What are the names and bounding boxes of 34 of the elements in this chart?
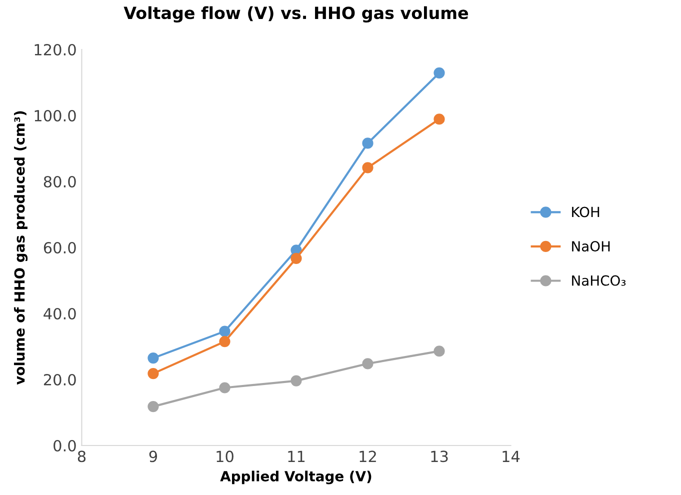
x-tick-label: 13 xyxy=(431,450,448,462)
point xyxy=(362,358,374,370)
x-tick-label: 10 xyxy=(216,450,234,462)
legend-label: KOH xyxy=(572,206,600,218)
point xyxy=(219,326,230,337)
point xyxy=(148,368,159,380)
y-axis-title: volume of HHO gas produced (cm³) xyxy=(14,111,28,385)
x-tick-label: 11 xyxy=(288,450,305,462)
x-tick-label: 14 xyxy=(502,450,520,462)
y-tick-label: 60.0 xyxy=(44,242,76,254)
y-tick-label: 20.0 xyxy=(44,374,76,386)
point xyxy=(219,382,230,394)
point xyxy=(290,252,302,264)
point xyxy=(362,138,374,149)
point xyxy=(434,114,445,125)
point xyxy=(290,375,302,386)
y-tick-label: 40.0 xyxy=(44,308,76,320)
point xyxy=(434,67,445,78)
x-axis-title: Applied Voltage (V) xyxy=(220,470,372,484)
y-tick-label: 80.0 xyxy=(44,176,76,188)
chart-title: Voltage flow (V) vs. HHO gas volume xyxy=(124,6,468,23)
point xyxy=(362,162,374,174)
legend-label: NaOH xyxy=(572,241,610,252)
point xyxy=(219,336,230,348)
point xyxy=(148,352,159,364)
point xyxy=(434,346,445,357)
y-tick-label: 120.0 xyxy=(34,44,76,56)
y-tick-label: 100.0 xyxy=(34,110,76,122)
legend-label: NaHCO₃ xyxy=(572,275,626,286)
y-tick-label: 0.0 xyxy=(54,440,76,452)
x-tick-label: 9 xyxy=(149,450,158,462)
point xyxy=(148,401,159,412)
x-tick-label: 8 xyxy=(78,450,86,462)
x-tick-label: 12 xyxy=(360,450,376,462)
